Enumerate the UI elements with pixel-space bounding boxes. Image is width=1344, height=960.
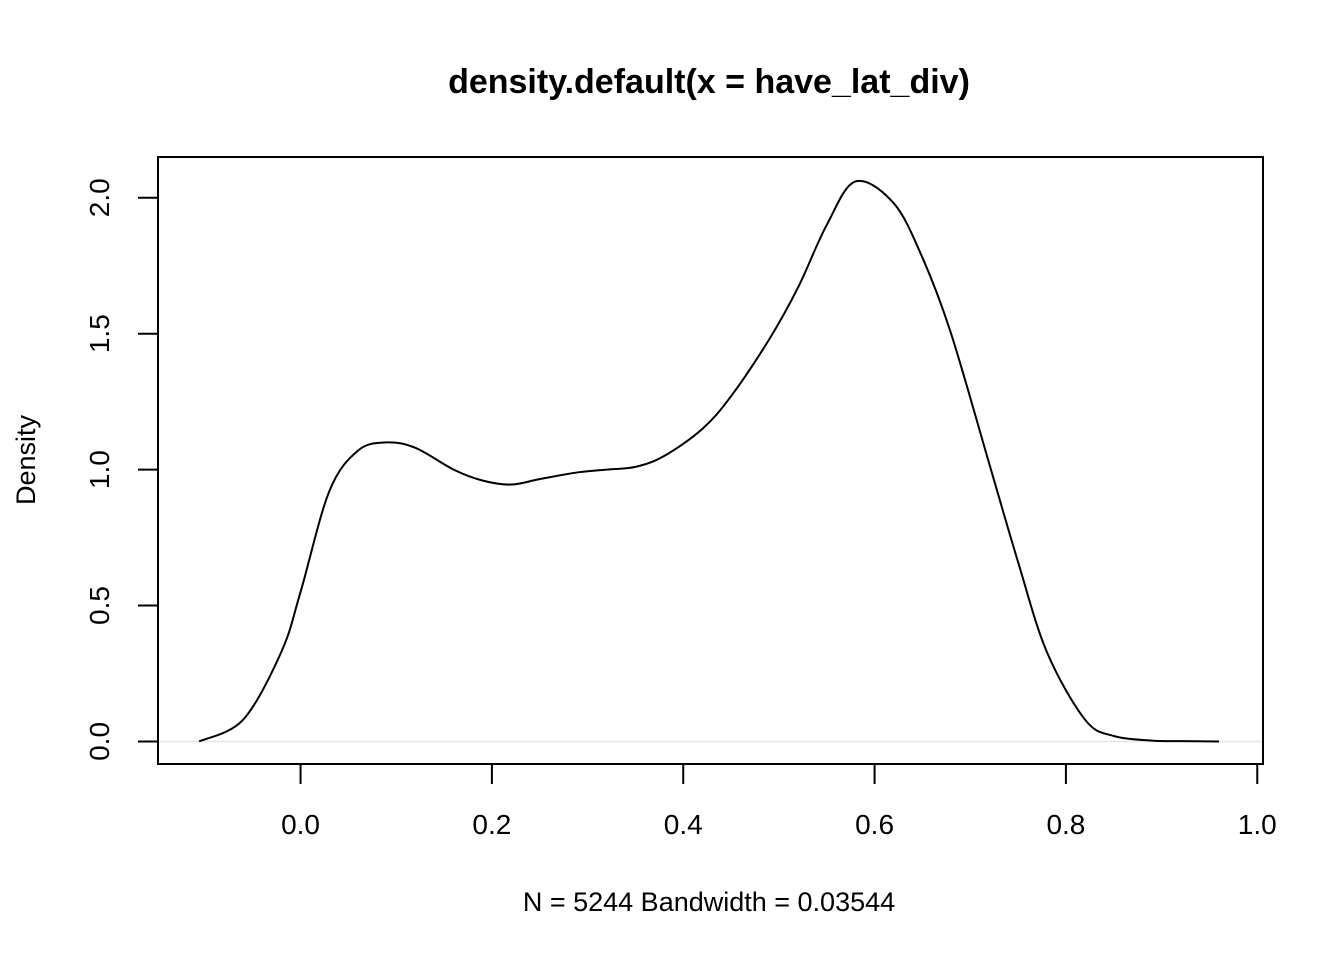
chart-title: density.default(x = have_lat_div)	[448, 63, 970, 101]
y-tick-label: 1.5	[84, 314, 115, 353]
y-axis-label: Density	[11, 414, 41, 505]
plot-frame	[157, 156, 1264, 765]
x-tick-label: 0.8	[1046, 809, 1085, 840]
y-tick-label: 2.0	[84, 178, 115, 217]
x-tick-label: 0.6	[855, 809, 894, 840]
y-tick-label: 1.0	[84, 450, 115, 489]
y-tick-label: 0.0	[84, 722, 115, 761]
x-tick-label: 1.0	[1238, 809, 1277, 840]
x-axis: 0.0 0.2 0.4 0.6 0.8 1.0	[281, 763, 1277, 840]
x-axis-label: N = 5244 Bandwidth = 0.03544	[523, 887, 895, 917]
y-axis: 0.0 0.5 1.0 1.5 2.0	[84, 178, 159, 761]
x-tick-label: 0.4	[664, 809, 703, 840]
y-tick-label: 0.5	[84, 586, 115, 625]
x-tick-label: 0.2	[472, 809, 511, 840]
x-tick-label: 0.0	[281, 809, 320, 840]
density-curve	[198, 179, 1219, 743]
